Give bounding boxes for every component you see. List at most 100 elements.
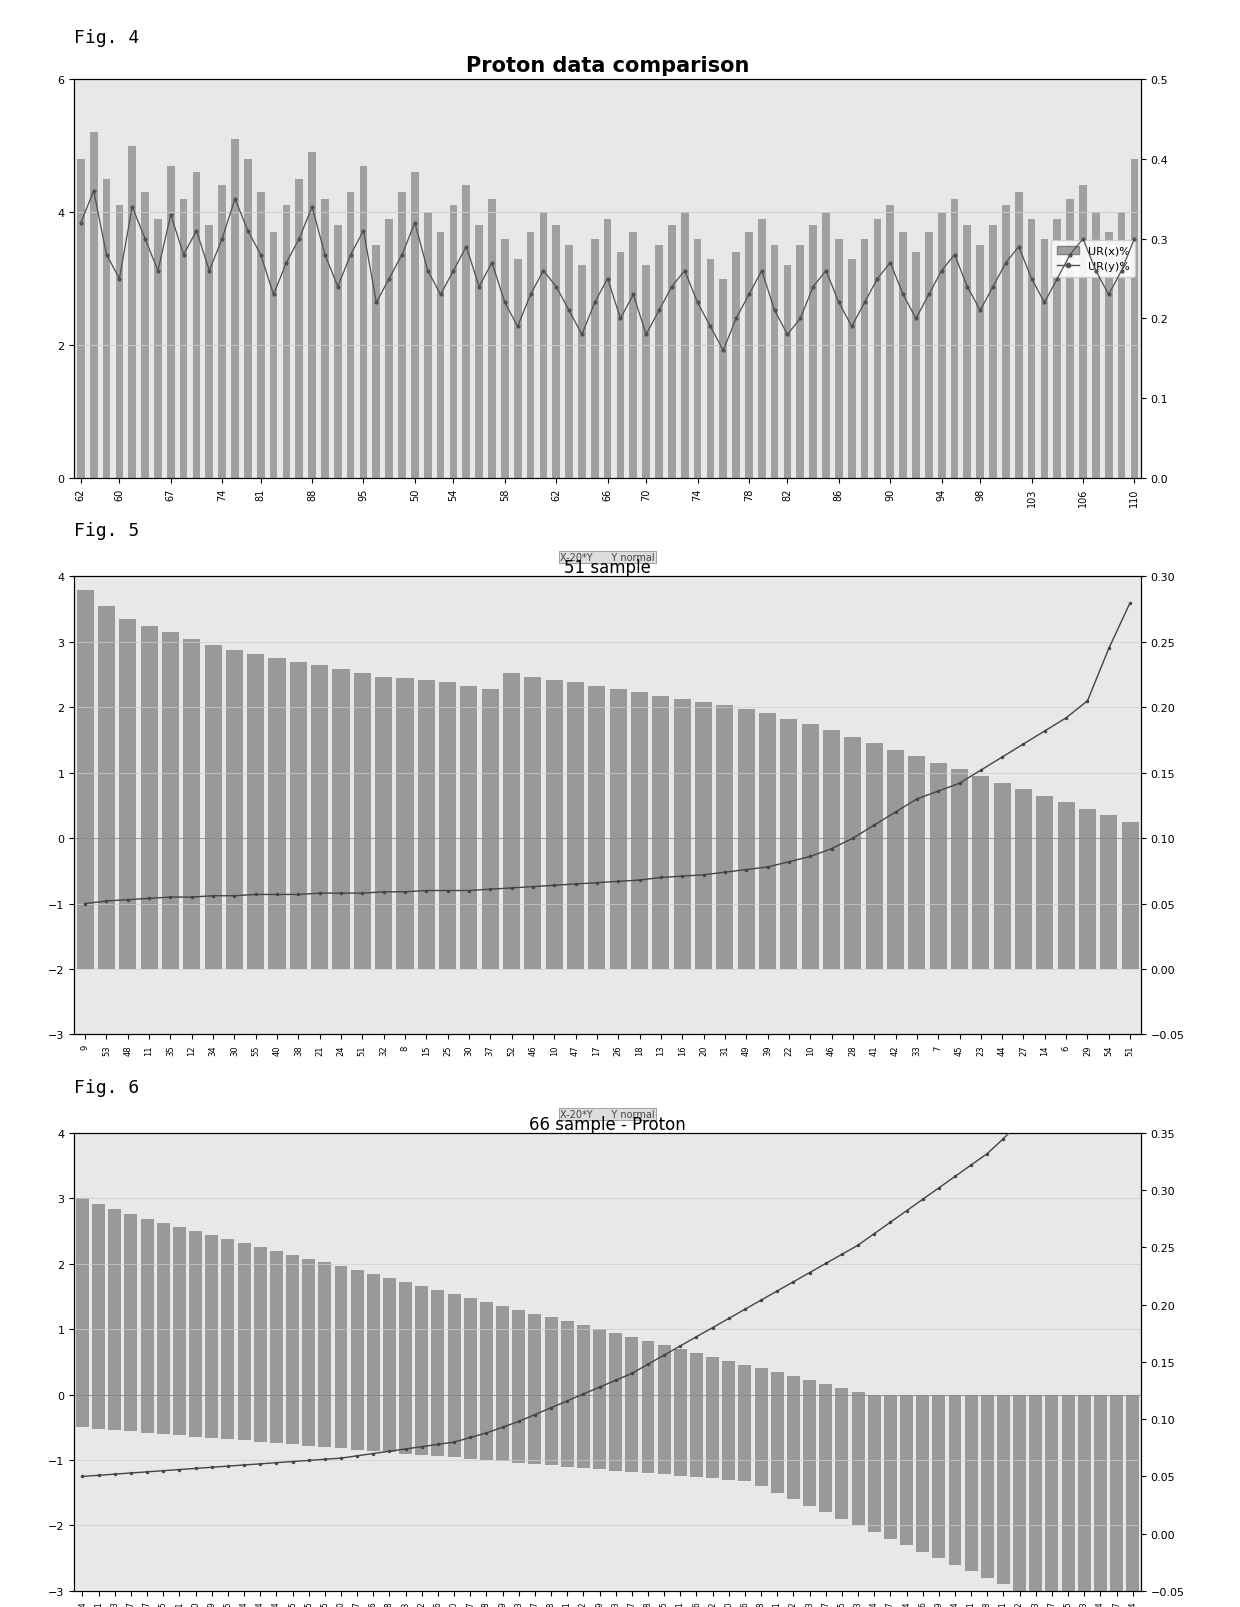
Bar (439, 839, 456, 969)
Bar (108, 1208, 122, 1395)
Bar (823, 731, 839, 839)
Bar (353, 839, 371, 969)
Bar (399, 1395, 412, 1454)
Bar (206, 1236, 218, 1395)
Bar (738, 839, 755, 969)
Bar (909, 757, 925, 839)
Bar (226, 651, 243, 839)
Bar (899, 233, 906, 479)
Bar (916, 1395, 929, 1552)
Bar (480, 1395, 492, 1461)
Bar (172, 1395, 186, 1435)
Bar (334, 227, 342, 479)
Bar (604, 220, 611, 479)
Bar (140, 1220, 154, 1395)
Bar (609, 1395, 622, 1470)
Bar (625, 1337, 639, 1395)
Bar (771, 1395, 784, 1493)
Bar (804, 1395, 816, 1506)
Bar (706, 1356, 719, 1395)
Bar (733, 252, 740, 479)
Bar (689, 1395, 703, 1477)
Bar (696, 702, 712, 839)
Bar (609, 1334, 622, 1395)
Bar (162, 633, 179, 839)
Bar (937, 214, 946, 479)
Bar (1037, 839, 1053, 969)
Bar (460, 839, 477, 969)
Bar (154, 220, 161, 479)
Bar (367, 1274, 379, 1395)
Bar (949, 1395, 961, 1565)
Bar (397, 678, 413, 839)
Bar (577, 1326, 590, 1395)
Bar (254, 1247, 267, 1395)
Bar (578, 267, 585, 479)
Bar (771, 1372, 784, 1395)
Bar (739, 1395, 751, 1482)
Bar (981, 1395, 993, 1424)
Bar (496, 1395, 510, 1461)
Bar (383, 1279, 396, 1395)
Bar (180, 199, 187, 479)
Bar (386, 220, 393, 479)
Bar (439, 683, 456, 839)
Bar (286, 1395, 299, 1445)
Bar (673, 1348, 687, 1395)
Bar (932, 1395, 945, 1413)
Bar (951, 770, 968, 839)
Bar (372, 246, 381, 479)
Bar (1058, 802, 1075, 839)
Bar (309, 153, 316, 479)
Bar (657, 1395, 671, 1475)
Bar (319, 1395, 331, 1446)
Bar (868, 1395, 880, 1531)
Bar (222, 1395, 234, 1440)
Bar (1131, 159, 1138, 479)
Bar (641, 1395, 655, 1474)
Bar (432, 1395, 444, 1456)
Bar (706, 1395, 719, 1478)
Bar (311, 839, 329, 969)
Text: Fig. 6: Fig. 6 (74, 1078, 140, 1096)
Bar (436, 233, 444, 479)
Bar (822, 214, 830, 479)
Bar (993, 783, 1011, 839)
Bar (1014, 193, 1023, 479)
Bar (965, 1395, 977, 1419)
Bar (951, 199, 959, 479)
Bar (780, 839, 797, 969)
Bar (319, 1263, 331, 1395)
Bar (184, 640, 200, 839)
Bar (76, 1199, 89, 1395)
Bar (1002, 206, 1009, 479)
Bar (450, 206, 458, 479)
Bar (140, 627, 157, 839)
Bar (190, 1231, 202, 1395)
Bar (162, 839, 179, 969)
Bar (290, 839, 306, 969)
Bar (1126, 1395, 1140, 1591)
Bar (475, 227, 482, 479)
Bar (696, 839, 712, 969)
Text: X-20*Y      Y normal: X-20*Y Y normal (560, 553, 655, 562)
Bar (593, 1329, 606, 1395)
Bar (1105, 233, 1112, 479)
Bar (951, 839, 968, 969)
Bar (759, 839, 776, 969)
Bar (92, 1395, 105, 1429)
Bar (1100, 816, 1117, 839)
Bar (98, 839, 115, 969)
Bar (1028, 220, 1035, 479)
Bar (247, 839, 264, 969)
Bar (610, 839, 626, 969)
Bar (993, 839, 1011, 969)
Bar (482, 839, 498, 969)
Bar (567, 839, 584, 969)
Bar (1037, 795, 1053, 839)
Bar (205, 646, 222, 839)
Bar (332, 839, 350, 969)
Bar (802, 839, 818, 969)
Bar (303, 1258, 315, 1395)
Bar (631, 839, 649, 969)
